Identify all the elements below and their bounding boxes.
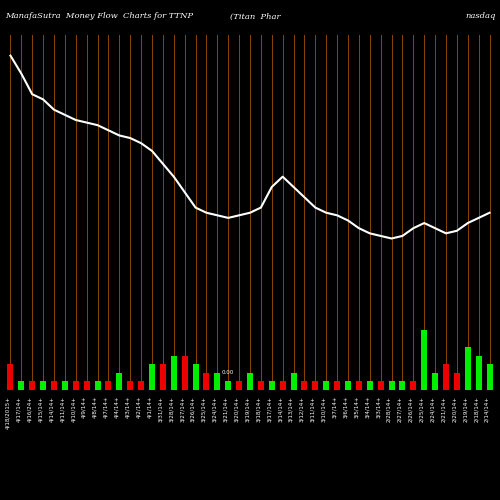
Bar <box>51 382 57 390</box>
Bar <box>8 364 14 390</box>
Bar <box>116 373 122 390</box>
Bar <box>280 382 285 390</box>
Bar <box>432 373 438 390</box>
Bar <box>388 382 394 390</box>
Bar <box>73 382 79 390</box>
Bar <box>410 382 416 390</box>
Bar <box>454 373 460 390</box>
Bar <box>40 382 46 390</box>
Bar <box>312 382 318 390</box>
Bar <box>323 382 329 390</box>
Bar <box>18 382 24 390</box>
Bar <box>345 382 351 390</box>
Bar <box>400 382 406 390</box>
Bar <box>192 364 198 390</box>
Bar <box>127 382 133 390</box>
Text: nasdaq: nasdaq <box>465 12 496 20</box>
Bar <box>29 382 35 390</box>
Bar <box>84 382 89 390</box>
Bar <box>356 382 362 390</box>
Bar <box>106 382 112 390</box>
Bar <box>258 382 264 390</box>
Text: (Titan  Phar: (Titan Phar <box>230 12 280 20</box>
Bar <box>214 373 220 390</box>
Bar <box>236 382 242 390</box>
Bar <box>476 356 482 390</box>
Bar <box>204 373 210 390</box>
Bar <box>486 364 492 390</box>
Text: ManafaSutra  Money Flow  Charts for TTNP: ManafaSutra Money Flow Charts for TTNP <box>5 12 193 20</box>
Bar <box>171 356 177 390</box>
Bar <box>225 382 231 390</box>
Bar <box>247 373 253 390</box>
Bar <box>334 382 340 390</box>
Bar <box>138 382 144 390</box>
Bar <box>182 356 188 390</box>
Bar <box>302 382 308 390</box>
Bar <box>160 364 166 390</box>
Text: 0.00: 0.00 <box>222 370 234 375</box>
Bar <box>62 382 68 390</box>
Bar <box>421 330 427 390</box>
Bar <box>378 382 384 390</box>
Bar <box>269 382 275 390</box>
Bar <box>290 373 296 390</box>
Bar <box>149 364 155 390</box>
Bar <box>465 347 471 390</box>
Bar <box>94 382 100 390</box>
Bar <box>443 364 449 390</box>
Bar <box>367 382 373 390</box>
